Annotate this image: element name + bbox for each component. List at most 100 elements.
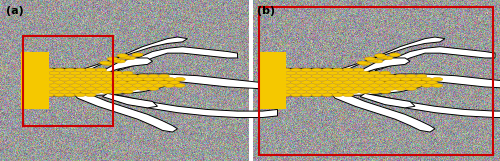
Circle shape	[400, 84, 411, 87]
Circle shape	[411, 84, 422, 87]
Circle shape	[301, 74, 312, 78]
Circle shape	[286, 90, 296, 94]
Circle shape	[54, 68, 65, 72]
Circle shape	[358, 90, 370, 94]
Circle shape	[390, 53, 400, 57]
Circle shape	[360, 62, 370, 65]
Polygon shape	[360, 93, 415, 108]
Circle shape	[390, 77, 401, 81]
Circle shape	[280, 68, 291, 72]
Circle shape	[317, 77, 328, 81]
Bar	[23, 36, 112, 126]
Circle shape	[101, 84, 112, 87]
Circle shape	[322, 93, 333, 97]
Circle shape	[106, 87, 117, 90]
Circle shape	[306, 71, 318, 75]
Circle shape	[124, 56, 136, 60]
Circle shape	[80, 77, 91, 81]
Circle shape	[342, 81, 353, 84]
Polygon shape	[118, 47, 238, 71]
Circle shape	[122, 77, 133, 81]
Circle shape	[75, 68, 86, 72]
Circle shape	[60, 90, 70, 94]
Circle shape	[312, 74, 322, 78]
Circle shape	[312, 81, 322, 84]
Circle shape	[280, 93, 291, 97]
Circle shape	[286, 71, 296, 75]
Circle shape	[44, 81, 54, 84]
Circle shape	[106, 74, 117, 78]
Circle shape	[110, 59, 120, 62]
Circle shape	[286, 84, 296, 87]
Circle shape	[85, 81, 96, 84]
Circle shape	[322, 68, 333, 72]
Polygon shape	[330, 92, 435, 132]
Circle shape	[322, 87, 333, 90]
Circle shape	[286, 77, 296, 81]
Circle shape	[80, 90, 91, 94]
Circle shape	[301, 81, 312, 84]
Circle shape	[332, 93, 344, 97]
Circle shape	[290, 74, 302, 78]
Circle shape	[432, 84, 443, 87]
Circle shape	[138, 81, 148, 84]
Circle shape	[54, 74, 65, 78]
Circle shape	[406, 81, 416, 84]
Polygon shape	[82, 37, 188, 71]
Circle shape	[328, 90, 338, 94]
Circle shape	[64, 81, 76, 84]
Circle shape	[143, 84, 154, 87]
Polygon shape	[280, 68, 425, 96]
Circle shape	[301, 68, 312, 72]
Circle shape	[328, 77, 338, 81]
Circle shape	[38, 84, 50, 87]
Circle shape	[380, 77, 390, 81]
Circle shape	[380, 84, 390, 87]
Circle shape	[406, 87, 416, 90]
Circle shape	[116, 87, 128, 90]
Circle shape	[90, 77, 102, 81]
Circle shape	[306, 90, 318, 94]
Circle shape	[148, 74, 159, 78]
Circle shape	[400, 77, 411, 81]
Circle shape	[290, 93, 302, 97]
Circle shape	[28, 71, 39, 75]
Circle shape	[296, 71, 307, 75]
Circle shape	[127, 87, 138, 90]
Circle shape	[395, 87, 406, 90]
Circle shape	[406, 74, 416, 78]
Circle shape	[112, 71, 122, 75]
Circle shape	[342, 68, 353, 72]
Circle shape	[374, 87, 385, 90]
Circle shape	[342, 93, 353, 97]
Circle shape	[353, 68, 364, 72]
Polygon shape	[375, 74, 500, 89]
Circle shape	[138, 74, 148, 78]
Circle shape	[101, 77, 112, 81]
Circle shape	[64, 93, 76, 97]
Circle shape	[114, 59, 126, 63]
Circle shape	[364, 57, 376, 61]
Circle shape	[38, 77, 50, 81]
Circle shape	[22, 93, 34, 97]
Circle shape	[127, 74, 138, 78]
Circle shape	[132, 77, 143, 81]
Circle shape	[338, 71, 349, 75]
Circle shape	[164, 77, 175, 81]
Polygon shape	[360, 58, 410, 74]
Circle shape	[317, 90, 328, 94]
Circle shape	[22, 68, 34, 72]
Circle shape	[301, 87, 312, 90]
Circle shape	[422, 84, 432, 87]
Circle shape	[80, 84, 91, 87]
Text: (b): (b)	[257, 6, 275, 16]
Circle shape	[322, 81, 333, 84]
Circle shape	[338, 84, 349, 87]
Polygon shape	[118, 95, 278, 118]
Circle shape	[33, 68, 44, 72]
Circle shape	[332, 74, 344, 78]
Circle shape	[367, 59, 378, 62]
Circle shape	[28, 77, 39, 81]
Circle shape	[169, 81, 180, 84]
Circle shape	[280, 87, 291, 90]
